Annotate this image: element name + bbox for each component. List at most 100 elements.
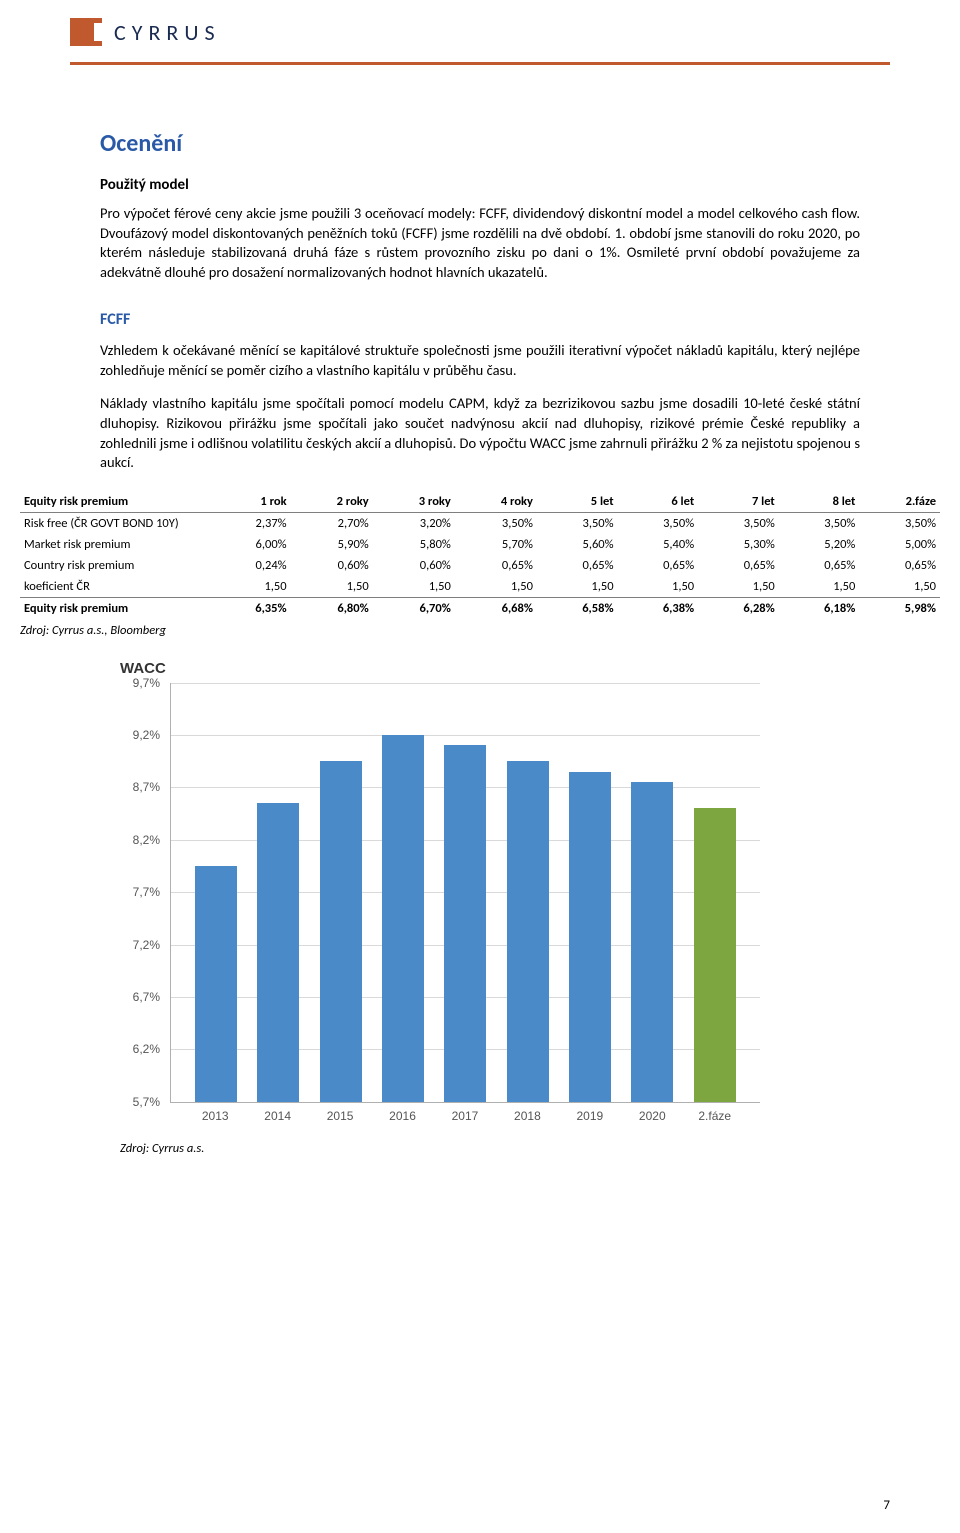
x-tick-label: 2016 [371,1109,433,1123]
table-cell: 3,20% [373,512,455,534]
y-tick-label: 5,7% [133,1095,160,1109]
table-cell: 1,50 [618,576,699,598]
x-tick-label: 2015 [309,1109,371,1123]
y-tick-label: 7,2% [133,938,160,952]
table-cell: 0,65% [618,555,699,576]
table-cell: 0,65% [537,555,618,576]
table-cell: 2,70% [291,512,373,534]
table-cell: 0,65% [859,555,940,576]
bar [507,761,549,1101]
page-number: 7 [883,1498,890,1513]
table-cell: 3,50% [618,512,699,534]
table-cell: 0,60% [291,555,373,576]
y-tick-label: 9,7% [133,676,160,690]
table-row: Market risk premium6,00%5,90%5,80%5,70%5… [20,534,940,555]
bar-slot [434,683,496,1102]
bar-slot [621,683,683,1102]
table-cell: 5,70% [455,534,537,555]
table-cell: 6,70% [373,597,455,619]
table-cell: 3,50% [779,512,860,534]
table-cell: 3,50% [698,512,779,534]
paragraph-model: Pro výpočet férové ceny akcie jsme použi… [100,204,860,282]
x-tick-label: 2018 [496,1109,558,1123]
table-header-cell: 1 rok [210,491,291,513]
bar-slot [559,683,621,1102]
logo-text: CYRRUS [114,19,221,46]
table-cell: 0,65% [455,555,537,576]
table-header-cell: 2 roky [291,491,373,513]
table-cell: 5,60% [537,534,618,555]
table-cell: koeficient ČR [20,576,210,598]
x-tick-label: 2.fáze [684,1109,746,1123]
table-cell: 2,37% [210,512,291,534]
table-cell: 5,98% [859,597,940,619]
subheading-model: Použitý model [100,176,860,194]
y-tick-label: 9,2% [133,728,160,742]
section-title: Ocenění [100,129,860,158]
bar-slot [497,683,559,1102]
logo: CYRRUS [70,18,890,46]
table-row: koeficient ČR1,501,501,501,501,501,501,5… [20,576,940,598]
bar-slot [372,683,434,1102]
table-cell: Equity risk premium [20,597,210,619]
x-tick-label: 2017 [434,1109,496,1123]
table-cell: 6,28% [698,597,779,619]
table-header-cell: 8 let [779,491,860,513]
y-tick-label: 6,7% [133,990,160,1004]
table-row: Risk free (ČR GOVT BOND 10Y)2,37%2,70%3,… [20,512,940,534]
table-cell: 3,50% [455,512,537,534]
equity-risk-table-wrap: Equity risk premium1 rok2 roky3 roky4 ro… [20,491,940,619]
table-total-row: Equity risk premium6,35%6,80%6,70%6,68%6… [20,597,940,619]
subheading-fcff: FCFF [100,310,860,329]
table-cell: 0,65% [698,555,779,576]
chart-source: Zdroj: Cyrrus a.s. [120,1141,760,1156]
table-cell: 5,40% [618,534,699,555]
table-cell: Risk free (ČR GOVT BOND 10Y) [20,512,210,534]
table-row: Country risk premium0,24%0,60%0,60%0,65%… [20,555,940,576]
table-header-cell: 5 let [537,491,618,513]
wacc-chart: 9,7%9,2%8,7%8,2%7,7%7,2%6,7%6,2%5,7% [170,683,760,1103]
table-cell: 5,00% [859,534,940,555]
table-cell: 6,68% [455,597,537,619]
table-cell: 1,50 [291,576,373,598]
table-cell: 1,50 [455,576,537,598]
table-cell: Country risk premium [20,555,210,576]
bar [257,803,299,1102]
bar [382,735,424,1102]
table-cell: 1,50 [373,576,455,598]
y-tick-label: 8,2% [133,833,160,847]
y-tick-label: 7,7% [133,885,160,899]
table-cell: 1,50 [779,576,860,598]
bar [569,772,611,1102]
bar [694,808,736,1101]
table-cell: 0,24% [210,555,291,576]
x-tick-label: 2013 [184,1109,246,1123]
bar-slot [310,683,372,1102]
table-cell: 0,60% [373,555,455,576]
table-cell: 6,58% [537,597,618,619]
table-cell: 5,80% [373,534,455,555]
y-tick-label: 8,7% [133,780,160,794]
table-cell: 5,90% [291,534,373,555]
table-cell: 6,80% [291,597,373,619]
table-header-cell: 2.fáze [859,491,940,513]
table-header-cell: Equity risk premium [20,491,210,513]
wacc-chart-block: WACC 9,7%9,2%8,7%8,2%7,7%7,2%6,7%6,2%5,7… [120,660,760,1156]
bar [631,782,673,1101]
table-header-cell: 6 let [618,491,699,513]
x-tick-label: 2019 [559,1109,621,1123]
bar-slot [684,683,746,1102]
table-header-cell: 4 roky [455,491,537,513]
table-header-cell: 7 let [698,491,779,513]
bar [320,761,362,1101]
bar-slot [185,683,247,1102]
paragraph-fcff-2: Náklady vlastního kapitálu jsme spočítal… [100,394,860,472]
logo-mark [70,18,102,46]
table-cell: 0,65% [779,555,860,576]
bar-slot [247,683,309,1102]
table-cell: Market risk premium [20,534,210,555]
paragraph-fcff-1: Vzhledem k očekávané měnící se kapitálov… [100,341,860,380]
table-cell: 3,50% [537,512,618,534]
x-tick-label: 2014 [246,1109,308,1123]
table-cell: 6,35% [210,597,291,619]
